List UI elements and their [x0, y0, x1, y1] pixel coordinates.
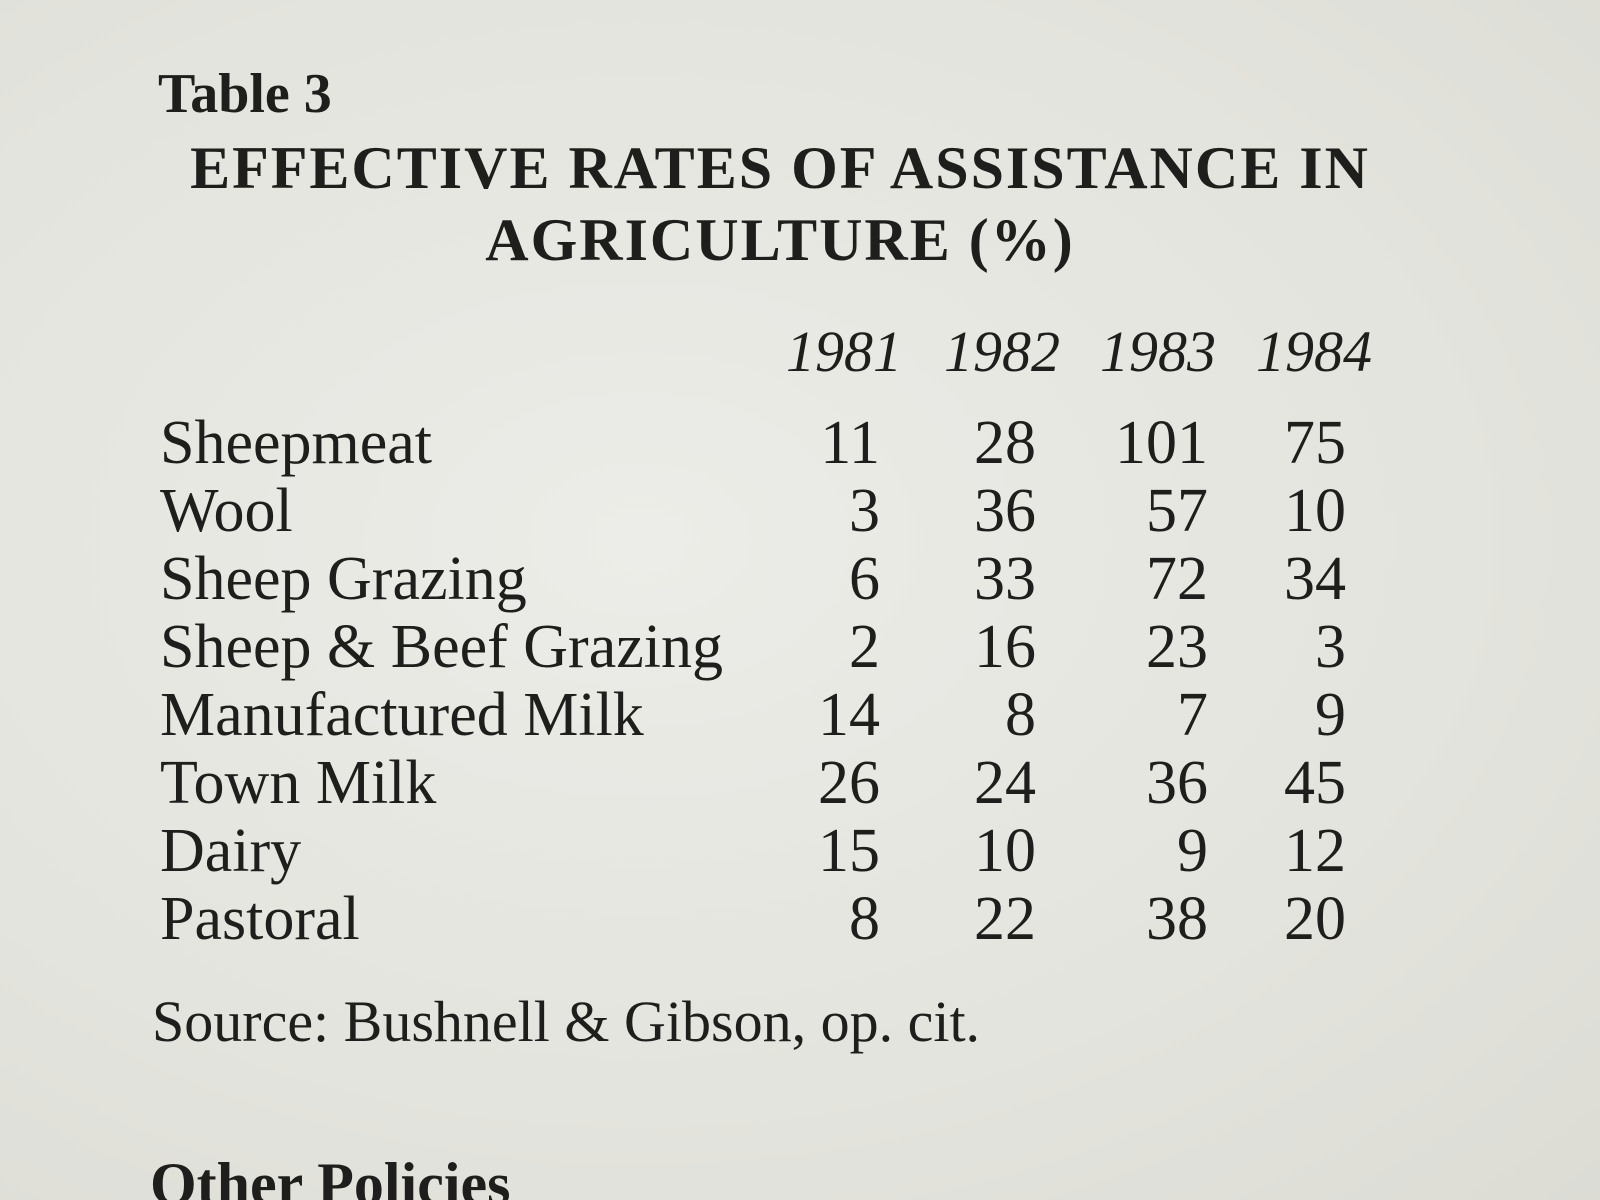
cell-1983: 72	[1146, 545, 1208, 613]
cell-1981: 26	[818, 749, 880, 817]
table-row-sheepmeat: Sheepmeat 11 28 101 75	[0, 408, 1600, 477]
cell-1982: 10	[974, 817, 1036, 885]
cell-1983: 57	[1146, 477, 1208, 545]
row-label: Pastoral	[160, 885, 360, 953]
table-row-manufactured-milk: Manufactured Milk 14 8 7 9	[0, 680, 1600, 749]
cell-1981: 11	[820, 409, 880, 477]
cell-1981: 2	[849, 613, 880, 681]
cell-1984: 34	[1284, 545, 1346, 613]
cell-1984: 75	[1284, 409, 1346, 477]
cell-1984: 20	[1284, 885, 1346, 953]
row-label: Town Milk	[160, 749, 437, 817]
table-row-town-milk: Town Milk 26 24 36 45	[0, 748, 1600, 817]
cell-1983: 101	[1115, 409, 1208, 477]
cell-1982: 36	[974, 477, 1036, 545]
cell-1984: 9	[1315, 681, 1346, 749]
cell-1983: 9	[1177, 817, 1208, 885]
table-row-sheep-grazing: Sheep Grazing 6 33 72 34	[0, 544, 1600, 613]
row-label: Sheep & Beef Grazing	[160, 613, 723, 681]
row-label: Sheepmeat	[160, 409, 433, 477]
table-number: Table 3	[158, 63, 332, 125]
cell-1982: 33	[974, 545, 1036, 613]
year-header-1984: 1984	[1256, 319, 1372, 384]
cell-1982: 24	[974, 749, 1036, 817]
cell-1984: 45	[1284, 749, 1346, 817]
cell-1983: 36	[1146, 749, 1208, 817]
table-row-pastoral: Pastoral 8 22 38 20	[0, 884, 1600, 953]
year-header-1981: 1981	[786, 319, 902, 384]
row-label: Wool	[160, 477, 293, 545]
year-header-1982: 1982	[944, 319, 1060, 384]
cell-1982: 22	[974, 885, 1036, 953]
cell-1982: 28	[974, 409, 1036, 477]
year-header-1983: 1983	[1100, 319, 1216, 384]
cell-1981: 8	[849, 885, 880, 953]
table-title: EFFECTIVE RATES OF ASSISTANCE IN AGRICUL…	[190, 135, 1370, 273]
table-row-wool: Wool 3 36 57 10	[0, 476, 1600, 545]
table-row-sheep-beef-grazing: Sheep & Beef Grazing 2 16 23 3	[0, 612, 1600, 681]
row-label: Sheep Grazing	[160, 545, 527, 613]
cell-1984: 12	[1284, 817, 1346, 885]
cell-1984: 3	[1315, 613, 1346, 681]
cell-1983: 23	[1146, 613, 1208, 681]
cell-1981: 15	[818, 817, 880, 885]
cell-1981: 14	[818, 681, 880, 749]
cell-1982: 16	[974, 613, 1036, 681]
cell-1981: 3	[849, 477, 880, 545]
next-section-heading: Other Policies	[150, 1151, 511, 1200]
row-label: Dairy	[160, 817, 302, 885]
table-source-note: Source: Bushnell & Gibson, op. cit.	[152, 989, 981, 1054]
cell-1981: 6	[849, 545, 880, 613]
cell-1983: 38	[1146, 885, 1208, 953]
table-row-dairy: Dairy 15 10 9 12	[0, 816, 1600, 885]
cell-1982: 8	[1005, 681, 1036, 749]
cell-1984: 10	[1284, 477, 1346, 545]
row-label: Manufactured Milk	[160, 681, 644, 749]
cell-1983: 7	[1177, 681, 1208, 749]
